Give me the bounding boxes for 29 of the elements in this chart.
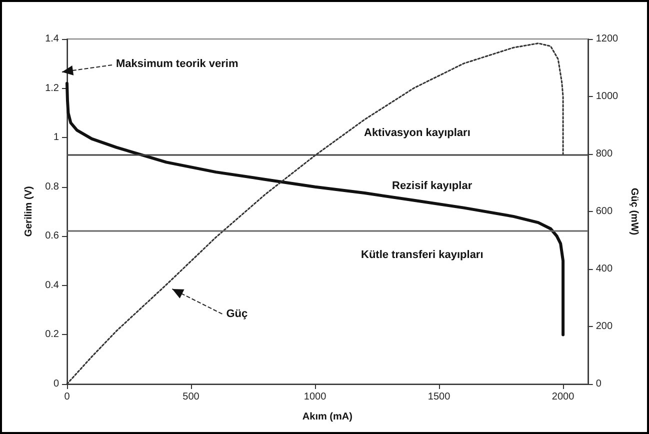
y2-tick-label: 800 — [596, 148, 613, 160]
x-tick-label: 500 — [182, 392, 200, 402]
y-tick-label: 0.6 — [45, 230, 60, 242]
y2-tick-label: 400 — [596, 264, 613, 274]
y2-tick-label: 1000 — [596, 91, 619, 102]
x-tick-label: 2000 — [552, 392, 575, 402]
y-tick-label: 0.2 — [45, 329, 60, 340]
y2-tick-label: 600 — [596, 206, 613, 217]
y-tick-label: 0.8 — [45, 181, 60, 192]
x-tick-label: 0 — [64, 392, 70, 402]
annotation: Maksimum teorik verim — [116, 58, 238, 70]
annotation: Kütle transferi kayıpları — [361, 249, 484, 261]
annotation: Güç — [226, 308, 248, 320]
y-tick-label: 0 — [53, 378, 60, 390]
y-tick-label: 1 — [53, 132, 60, 144]
y-tick-label: 0.4 — [45, 280, 60, 291]
annotation: Aktivasyon kayıpları — [364, 127, 470, 139]
y2-tick-label: 1200 — [596, 34, 619, 44]
y2-tick-label: 200 — [596, 321, 613, 332]
y2-axis-title: Güç (mW) — [628, 188, 640, 236]
x-axis-title: Akım (mA) — [302, 412, 352, 422]
x-tick-label: 1500 — [428, 392, 451, 402]
y-tick-label: 1.4 — [45, 34, 60, 44]
x-tick-label: 1000 — [304, 392, 327, 402]
y2-tick-label: 0 — [596, 378, 602, 390]
line-series — [66, 82, 565, 336]
y-tick-label: 1.2 — [45, 82, 60, 94]
y-axis-title: Gerilim (V) — [24, 186, 35, 237]
annotation: Rezisif kayıplar — [392, 180, 472, 192]
